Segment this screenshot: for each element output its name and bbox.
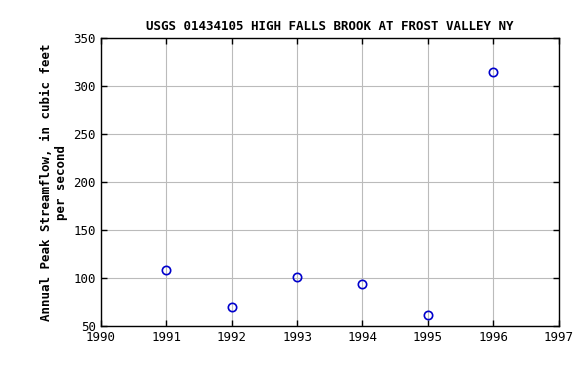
Title: USGS 01434105 HIGH FALLS BROOK AT FROST VALLEY NY: USGS 01434105 HIGH FALLS BROOK AT FROST … <box>146 20 514 33</box>
Y-axis label: Annual Peak Streamflow, in cubic feet
per second: Annual Peak Streamflow, in cubic feet pe… <box>40 44 68 321</box>
